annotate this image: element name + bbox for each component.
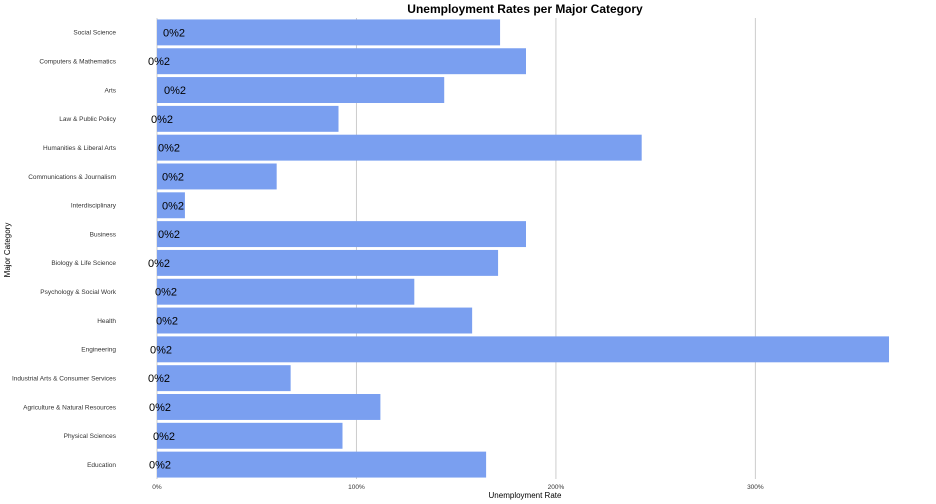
bar xyxy=(157,105,339,132)
data-label: 0%2 xyxy=(162,200,184,212)
category-label: Social Science xyxy=(73,30,116,37)
bar xyxy=(157,221,526,248)
bars xyxy=(157,19,890,478)
data-label: 0%2 xyxy=(151,114,173,126)
bar xyxy=(157,451,487,478)
x-tick-label: 300% xyxy=(747,484,764,491)
bar xyxy=(157,77,445,103)
bar xyxy=(157,19,501,46)
data-label: 0%2 xyxy=(153,431,175,443)
data-label: 0%2 xyxy=(148,258,170,270)
category-label: Law & Public Policy xyxy=(59,116,116,123)
data-label: 0%2 xyxy=(148,373,170,385)
x-tick-label: 100% xyxy=(348,484,365,491)
category-label: Interdisciplinary xyxy=(71,203,117,210)
category-label: Business xyxy=(90,231,117,238)
bar xyxy=(157,336,890,363)
category-label: Physical Sciences xyxy=(64,433,117,440)
category-label: Computers & Mathematics xyxy=(39,59,116,66)
bar xyxy=(157,163,277,190)
category-label: Industrial Arts & Consumer Services xyxy=(12,375,117,382)
bar xyxy=(157,249,499,276)
data-label: 0%2 xyxy=(158,229,180,241)
bar xyxy=(157,365,291,392)
x-tick-labels: 0% 100% 200% 300% xyxy=(152,484,764,491)
bar xyxy=(157,394,381,420)
category-label: Health xyxy=(97,318,116,325)
chart-title: Unemployment Rates per Major Category xyxy=(407,2,643,16)
x-tick-label: 0% xyxy=(152,484,162,491)
data-label: 0%2 xyxy=(162,171,184,183)
data-labels: 0%2 0%2 0%2 0%2 0%2 0%2 0%2 0%2 0%2 0%2 0%2 0%2 0%2 0… xyxy=(148,27,186,471)
bar xyxy=(157,192,185,219)
category-label: Biology & Life Science xyxy=(51,260,116,267)
category-label: Psychology & Social Work xyxy=(40,289,116,296)
category-label: Agriculture & Natural Resources xyxy=(23,404,117,411)
x-tick-label: 200% xyxy=(548,484,565,491)
data-label: 0%2 xyxy=(156,316,178,328)
data-label: 0%2 xyxy=(158,143,180,155)
category-label: Arts xyxy=(104,87,116,94)
y-axis-title: Major Category xyxy=(3,223,12,278)
bar xyxy=(157,307,473,334)
category-labels: Social Science Computers & Mathematics Art… xyxy=(12,30,117,469)
bar xyxy=(157,48,526,75)
data-label: 0%2 xyxy=(150,344,172,356)
data-label: 0%2 xyxy=(149,460,171,472)
category-label: Humanities & Liberal Arts xyxy=(43,145,117,152)
category-label: Communications & Journalism xyxy=(28,174,116,181)
bar xyxy=(157,278,415,305)
data-label: 0%2 xyxy=(164,85,186,97)
data-label: 0%2 xyxy=(148,56,170,68)
data-label: 0%2 xyxy=(155,287,177,299)
data-label: 0%2 xyxy=(163,27,185,39)
data-label: 0%2 xyxy=(149,402,171,414)
category-label: Education xyxy=(87,462,116,469)
bar xyxy=(157,422,343,449)
category-label: Engineering xyxy=(81,347,116,354)
bar xyxy=(157,134,642,161)
x-axis-title: Unemployment Rate xyxy=(489,491,562,500)
